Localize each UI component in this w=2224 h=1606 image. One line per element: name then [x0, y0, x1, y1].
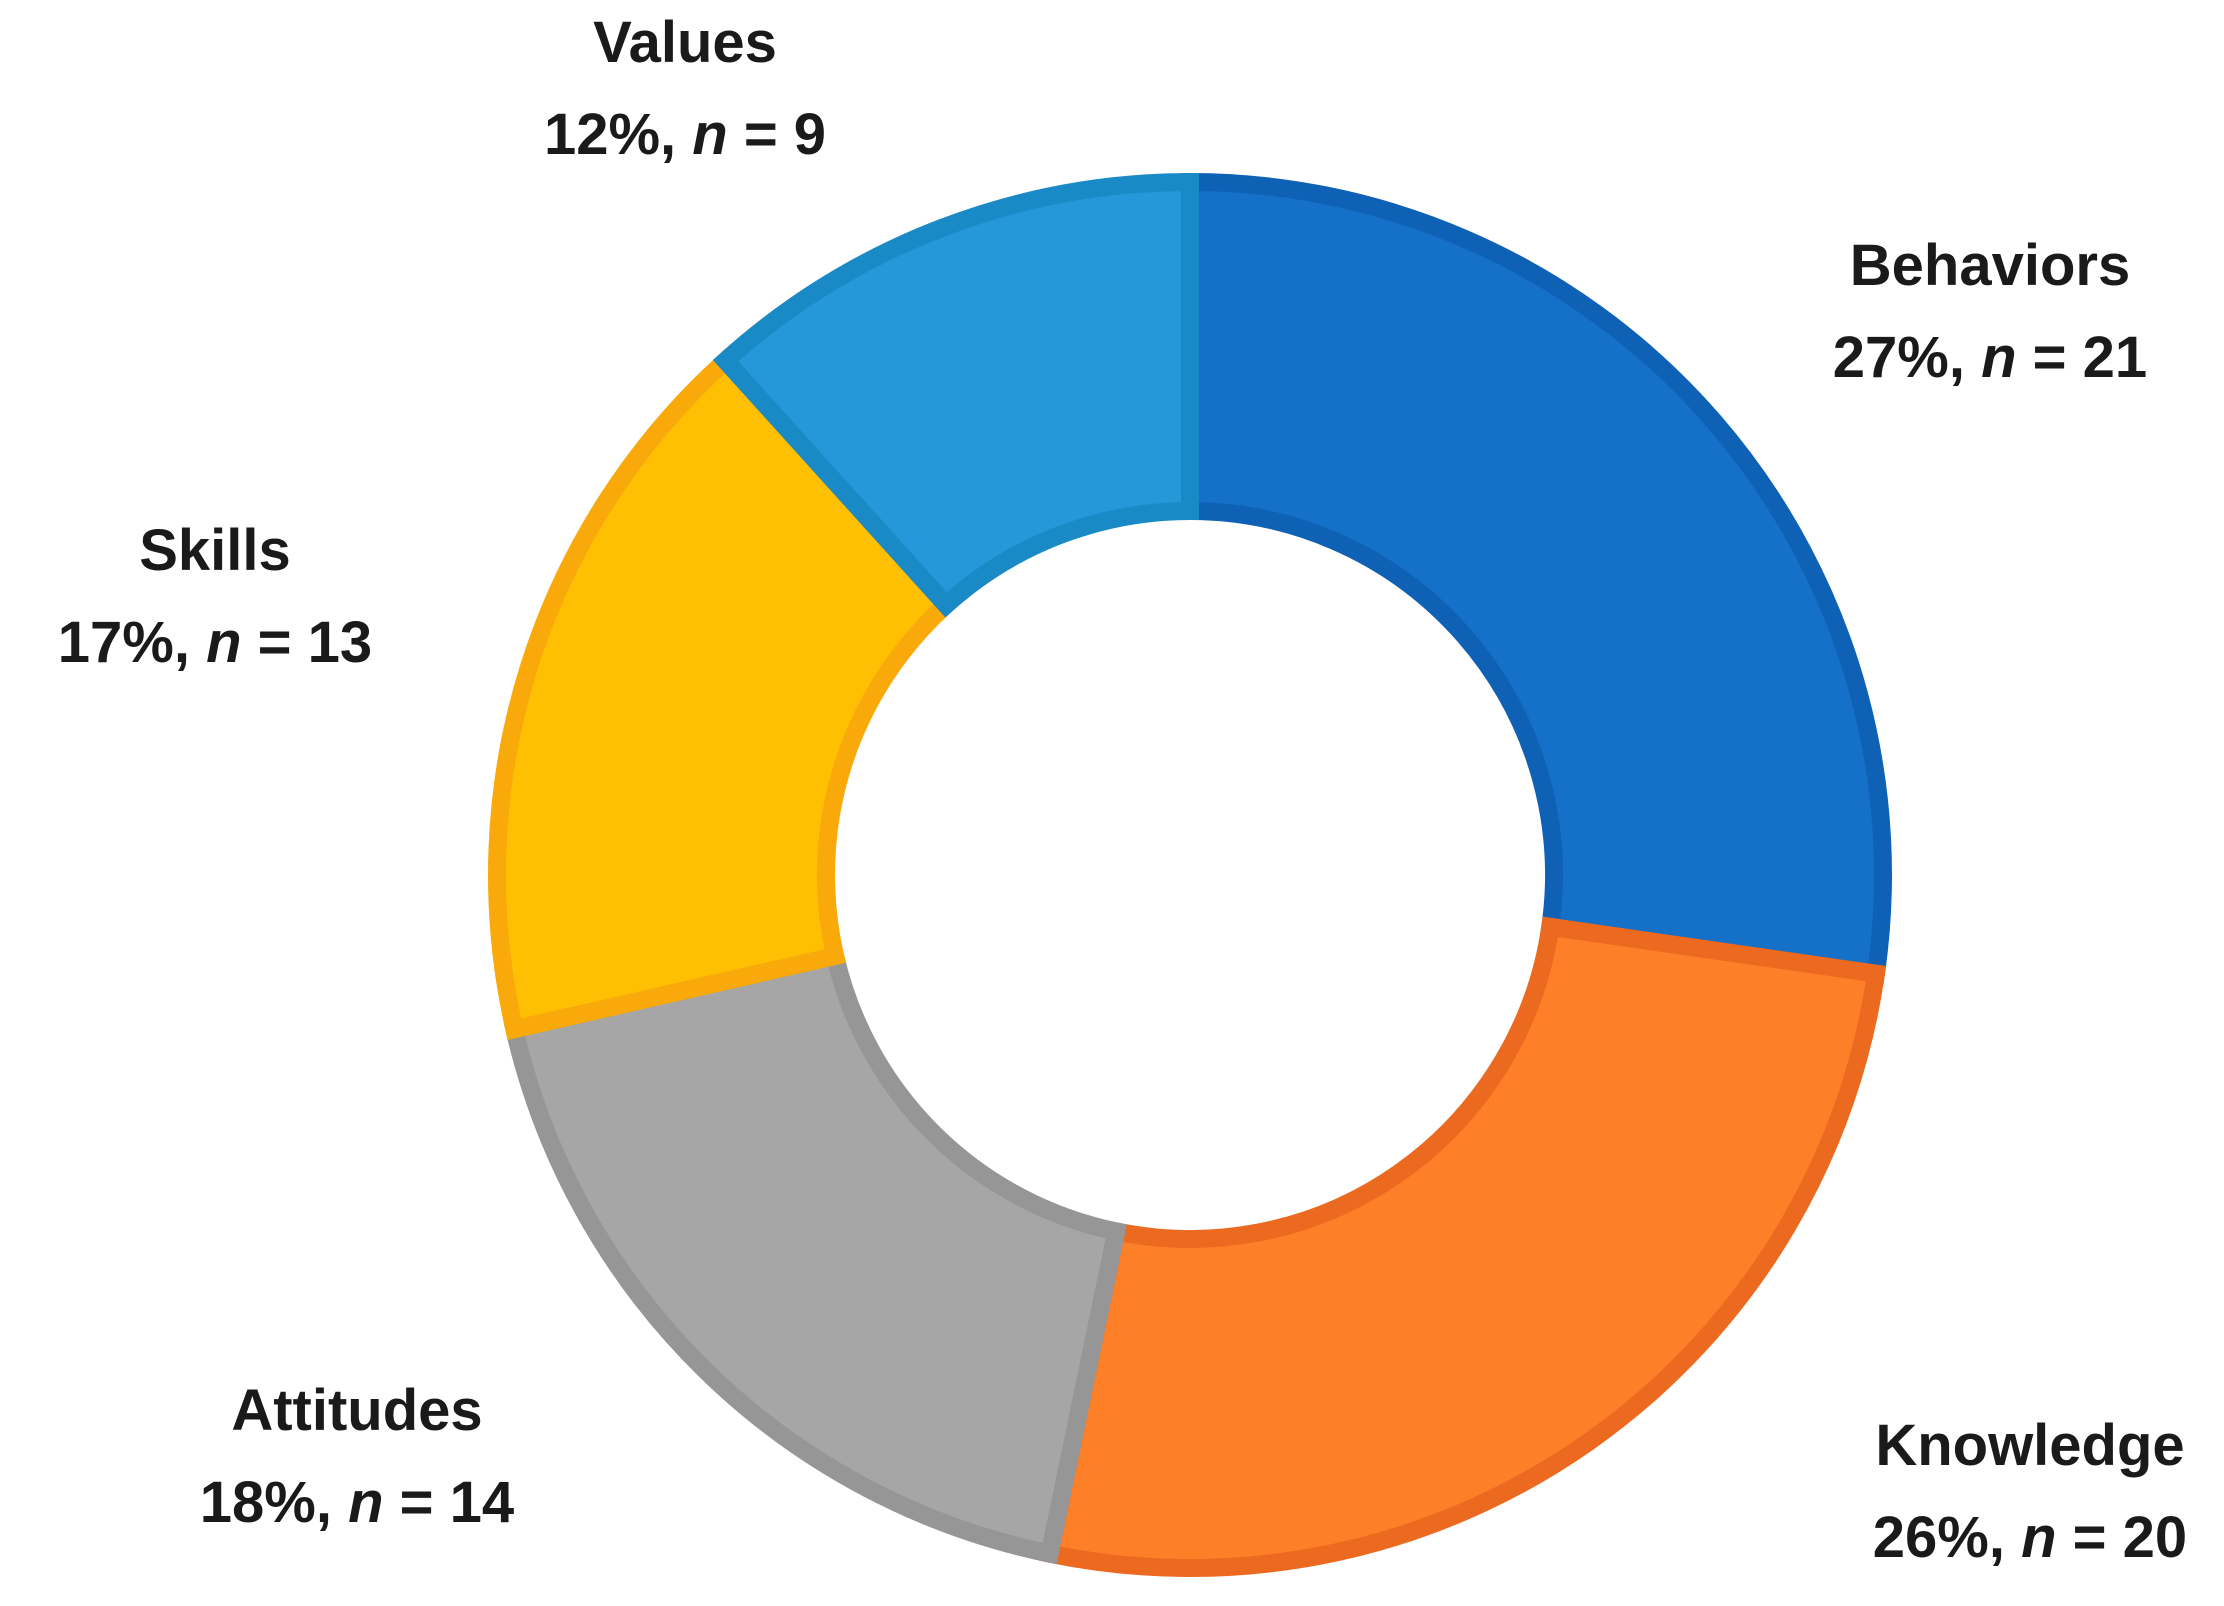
slice-percent-label: 27%, [1833, 325, 1981, 390]
slice-category-label: Attitudes [231, 1378, 482, 1443]
slice-attitudes [503, 945, 1127, 1565]
slice-label-values: Values 12%, n = 9 [544, 10, 826, 167]
n-symbol: n [348, 1470, 383, 1535]
slice-category-label: Values [593, 10, 777, 75]
slice-percent-label: 17%, [58, 610, 206, 675]
n-symbol: n [2021, 1505, 2056, 1570]
slice-value-label: 12%, n = 9 [544, 102, 826, 167]
slice-count-label: = 9 [728, 102, 826, 167]
slice-count-label: = 21 [2017, 325, 2148, 390]
slice-category-label: Behaviors [1850, 233, 2130, 298]
slice-category-label: Knowledge [1875, 1413, 2184, 1478]
slice-percent-label: 18%, [200, 1470, 348, 1535]
slice-percent-label: 26%, [1873, 1505, 2021, 1570]
donut-slices [488, 172, 1892, 1577]
n-symbol: n [1981, 325, 2016, 390]
n-symbol: n [206, 610, 241, 675]
slice-count-label: = 14 [384, 1470, 515, 1535]
slice-label-knowledge: Knowledge 26%, n = 20 [1873, 1413, 2187, 1570]
slice-values [712, 172, 1199, 618]
slice-value-label: 18%, n = 14 [200, 1470, 514, 1535]
slice-skills [488, 347, 959, 1040]
slice-labels: Behaviors 27%, n = 21 Knowledge 26%, n = 20… [58, 10, 2187, 1570]
slice-knowledge [1038, 916, 1887, 1577]
slice-label-skills: Skills 17%, n = 13 [58, 518, 372, 675]
slice-value-label: 26%, n = 20 [1873, 1505, 2187, 1570]
slice-value-label: 27%, n = 21 [1833, 325, 2147, 390]
slice-label-behaviors: Behaviors 27%, n = 21 [1833, 233, 2147, 390]
slice-category-label: Skills [139, 518, 291, 583]
slice-count-label: = 20 [2057, 1505, 2188, 1570]
slice-value-label: 17%, n = 13 [58, 610, 372, 675]
n-symbol: n [692, 102, 727, 167]
slice-percent-label: 12%, [544, 102, 692, 167]
slice-behaviors [1181, 172, 1892, 984]
slice-label-attitudes: Attitudes 18%, n = 14 [200, 1378, 514, 1535]
slice-count-label: = 13 [242, 610, 373, 675]
